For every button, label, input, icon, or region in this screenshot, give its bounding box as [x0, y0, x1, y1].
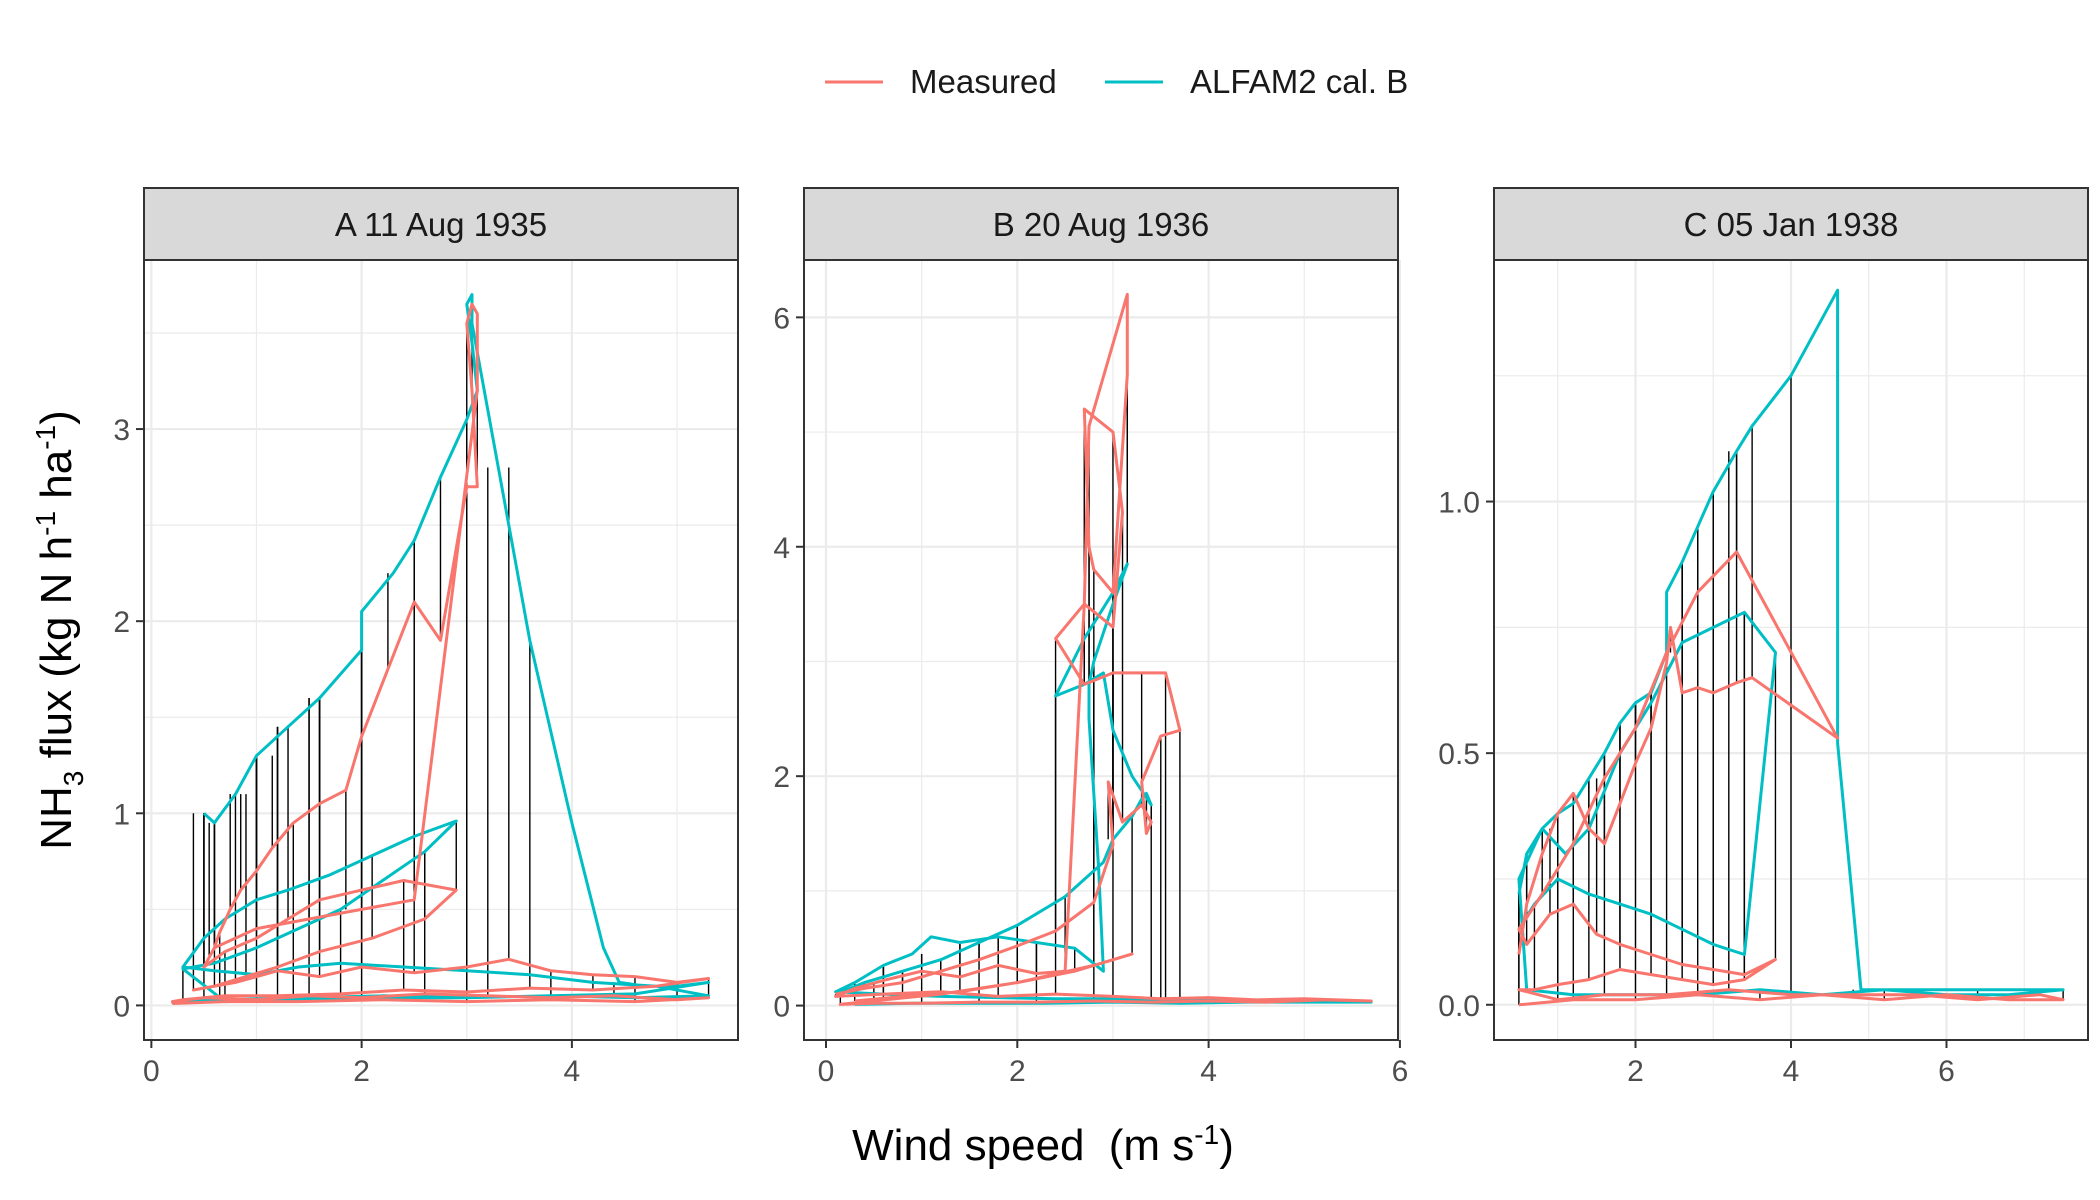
legend-label-measured: Measured [910, 63, 1057, 100]
facet-strip-label: C 05 Jan 1938 [1684, 206, 1899, 243]
y-axis-title-part: NH [32, 786, 81, 850]
x-axis-title-main: Wind speed [852, 1121, 1084, 1170]
legend: Measured ALFAM2 cal. B [825, 63, 1408, 100]
y-tick-label: 2 [113, 606, 130, 639]
series-line-modeled [172, 293, 711, 1004]
facet-strip-label: A 11 Aug 1935 [335, 206, 547, 243]
y-tick-label: 1 [113, 798, 130, 831]
x-axis-title-unit: (m s-1) [1109, 1119, 1234, 1170]
y-tick-label: 0.0 [1438, 990, 1480, 1023]
y-axis-title-superscript: -1 [30, 425, 61, 450]
facet-strip [803, 187, 1399, 261]
facet-strip [143, 187, 739, 261]
y-axis-title-subscript: 3 [58, 771, 89, 787]
y-tick-label: 0.5 [1438, 738, 1480, 771]
x-tick-label: 0 [143, 1055, 160, 1088]
y-axis-title-part: flux (kg N h [32, 536, 81, 771]
plot-area [1517, 288, 2065, 1007]
x-tick-label: 2 [1009, 1055, 1026, 1088]
y-axis-title-part: ) [32, 410, 81, 425]
y-tick-label: 3 [113, 414, 130, 447]
series-line-measured [170, 302, 711, 1005]
y-tick-label: 0 [113, 990, 130, 1023]
plot-area [834, 292, 1373, 1006]
facet-strip [1493, 187, 2089, 261]
x-tick-label: 2 [353, 1055, 370, 1088]
y-tick-label: 6 [773, 302, 790, 335]
panels: A 11 Aug 1935 0 2 4 0 1 2 3 B 20 Aug 1936 0 2 4 6 0 2 4… [113, 187, 2089, 1088]
x-tick-label: 6 [1392, 1055, 1409, 1088]
legend-label-modeled: ALFAM2 cal. B [1190, 63, 1408, 100]
y-tick-label: 2 [773, 761, 790, 794]
x-tick-label: 4 [564, 1055, 581, 1088]
x-tick-label: 6 [1938, 1055, 1955, 1088]
panel-2: B 20 Aug 1936 0 2 4 6 0 2 4 6 [773, 187, 1409, 1088]
x-tick-label: 2 [1627, 1055, 1644, 1088]
x-axis-title-unit-part: ) [1219, 1121, 1234, 1170]
x-tick-label: 0 [818, 1055, 835, 1088]
panel-background [144, 260, 738, 1040]
x-axis-title-unit-part: (m s [1109, 1121, 1195, 1170]
y-tick-label: 4 [773, 532, 790, 565]
y-axis-title-part: ha [32, 449, 81, 511]
x-axis-title-superscript: -1 [1194, 1119, 1219, 1150]
panel-1: A 11 Aug 1935 0 2 4 0 1 2 3 [113, 187, 739, 1088]
y-axis-title-superscript: -1 [30, 511, 61, 536]
x-tick-label: 4 [1200, 1055, 1217, 1088]
series-line-measured [1517, 550, 2065, 1007]
facet-strip-label: B 20 Aug 1936 [993, 206, 1210, 243]
y-axis-title: NH3 flux (kg N h-1 ha-1) [30, 410, 89, 850]
x-axis-title: Wind speed (m s-1) [852, 1119, 1234, 1170]
y-tick-label: 1.0 [1438, 487, 1480, 520]
series-line-measured [834, 292, 1373, 1006]
plot-area [170, 293, 711, 1005]
panel-3: C 05 Jan 1938 2 4 6 0.0 0.5 1.0 [1438, 187, 2089, 1088]
x-tick-label: 4 [1783, 1055, 1800, 1088]
y-tick-label: 0 [773, 991, 790, 1024]
